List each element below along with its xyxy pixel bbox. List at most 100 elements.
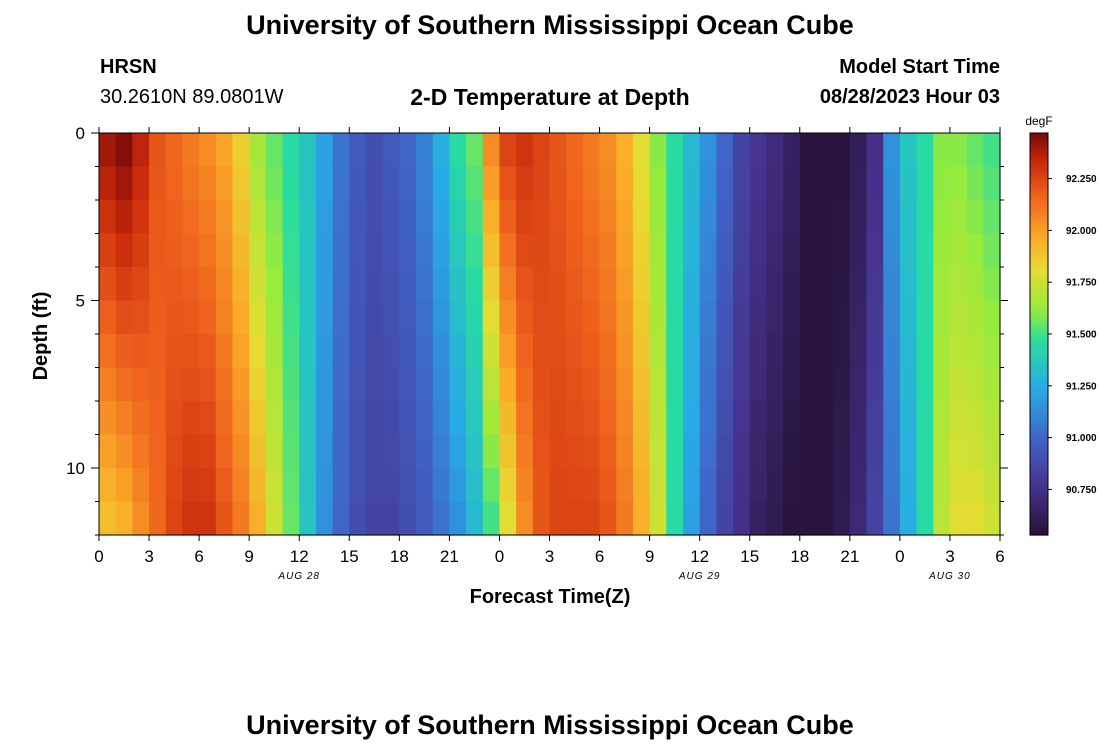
x-tick-label: 6 xyxy=(194,547,203,566)
heatmap-cell xyxy=(949,233,968,268)
colorbar-segment xyxy=(1030,488,1048,493)
heatmap-cell xyxy=(582,434,601,469)
colorbar-segment xyxy=(1030,421,1048,426)
heatmap-cell xyxy=(766,401,784,436)
heatmap-cell xyxy=(682,468,701,503)
heatmap-cell xyxy=(265,401,284,436)
y-tick-label: 0 xyxy=(76,124,85,143)
heatmap-cell xyxy=(416,434,434,469)
heatmap-cell xyxy=(466,200,484,235)
heatmap-cell xyxy=(933,200,951,235)
heatmap-cell xyxy=(232,334,250,369)
heatmap-cell xyxy=(315,434,334,469)
heatmap-cell xyxy=(532,200,551,235)
heatmap-cell xyxy=(866,434,884,469)
heatmap-cell xyxy=(399,367,417,402)
heatmap-cell xyxy=(966,267,984,302)
heatmap-cell xyxy=(749,367,768,402)
heatmap-cell xyxy=(783,267,801,302)
heatmap-cell xyxy=(983,233,1001,268)
heatmap-cell xyxy=(716,133,734,168)
heatmap-cell xyxy=(783,334,801,369)
heatmap-cell xyxy=(516,367,534,402)
colorbar-segment xyxy=(1030,290,1048,295)
heatmap-cell xyxy=(883,367,901,402)
heatmap-cell xyxy=(849,200,868,235)
colorbar-segment xyxy=(1030,431,1048,436)
heatmap-cell xyxy=(699,233,717,268)
heatmap-cell xyxy=(432,133,450,168)
heatmap-cell xyxy=(399,233,417,268)
heatmap-cell xyxy=(733,166,751,201)
colorbar-segment xyxy=(1030,310,1048,315)
colorbar-segment xyxy=(1030,303,1048,308)
heatmap-cell xyxy=(849,468,868,503)
heatmap-cell xyxy=(733,300,751,335)
heatmap-cell xyxy=(249,367,267,402)
heatmap-cell xyxy=(532,468,551,503)
heatmap-cell xyxy=(632,233,651,268)
heatmap-cell xyxy=(115,334,133,369)
heatmap-cell xyxy=(682,233,701,268)
x-tick-label: 6 xyxy=(995,547,1004,566)
heatmap-cell xyxy=(733,334,751,369)
heatmap-cell xyxy=(949,300,968,335)
heatmap-cell xyxy=(532,166,551,201)
heatmap-cell xyxy=(766,501,784,536)
heatmap-cell xyxy=(616,133,634,168)
heatmap-cell xyxy=(766,334,784,369)
heatmap-cell xyxy=(282,200,300,235)
heatmap-cell xyxy=(649,166,667,201)
heatmap-cell xyxy=(649,267,667,302)
heatmap-cell xyxy=(499,401,517,436)
x-axis-title: Forecast Time(Z) xyxy=(469,586,631,608)
colorbar-tick-label: 91.250 xyxy=(1066,381,1097,392)
colorbar-segment xyxy=(1030,357,1048,362)
heatmap-cell xyxy=(949,133,968,168)
heatmap-cell xyxy=(299,501,317,536)
heatmap-cell xyxy=(883,401,901,436)
heatmap-cell xyxy=(232,367,250,402)
heatmap-cell xyxy=(99,233,117,268)
colorbar-segment xyxy=(1030,531,1048,536)
heatmap-cell xyxy=(199,133,217,168)
heatmap-cell xyxy=(699,367,717,402)
heatmap-cell xyxy=(349,401,367,436)
colorbar-tick-label: 92.000 xyxy=(1066,226,1097,237)
heatmap-cell xyxy=(933,233,951,268)
heatmap-cell xyxy=(282,166,300,201)
colorbar-segment xyxy=(1030,441,1048,446)
x-tick-label: 6 xyxy=(595,547,604,566)
heatmap-cell xyxy=(716,166,734,201)
heatmap-cell xyxy=(532,434,551,469)
heatmap-cell xyxy=(799,200,818,235)
colorbar-segment xyxy=(1030,491,1048,496)
heatmap-cell xyxy=(332,267,350,302)
heatmap-cell xyxy=(749,334,768,369)
heatmap-cell xyxy=(666,233,684,268)
heatmap-cell xyxy=(682,334,701,369)
heatmap-cell xyxy=(549,367,567,402)
heatmap-cell xyxy=(649,200,667,235)
heatmap-cell xyxy=(749,267,768,302)
heatmap-cell xyxy=(299,401,317,436)
heatmap-cell xyxy=(699,267,717,302)
heatmap-cell xyxy=(382,401,400,436)
heatmap-cell xyxy=(949,501,968,536)
heatmap-cell xyxy=(382,200,400,235)
colorbar-segment xyxy=(1030,179,1048,184)
heatmap-cell xyxy=(115,468,133,503)
heatmap-cell xyxy=(766,434,784,469)
heatmap-cell xyxy=(983,267,1001,302)
colorbar-segment xyxy=(1030,374,1048,379)
heatmap-cell xyxy=(849,166,868,201)
heatmap-cell xyxy=(315,401,334,436)
heatmap-cell xyxy=(582,300,601,335)
heatmap-cell xyxy=(716,300,734,335)
heatmap-cell xyxy=(466,434,484,469)
heatmap-cell xyxy=(466,166,484,201)
heatmap-cell xyxy=(349,200,367,235)
chart-subtitle: 2-D Temperature at Depth xyxy=(410,84,690,110)
heatmap-cell xyxy=(516,300,534,335)
